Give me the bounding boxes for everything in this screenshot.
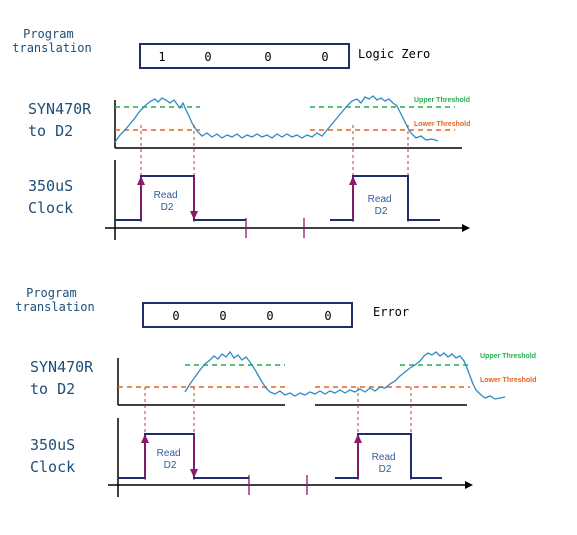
clock-waveform: [118, 433, 249, 479]
clock-axis-arrowhead: [465, 481, 473, 489]
clock-waveform: [330, 175, 440, 221]
program-translation-label: Program translation: [15, 286, 94, 314]
bit-value: 0: [219, 309, 226, 323]
clock-label: 350uS Clock: [30, 436, 84, 476]
signal-label-line-1: SYN470R: [30, 358, 94, 376]
arrow-down-icon: [190, 211, 198, 220]
clock-waveform: [115, 175, 246, 221]
arrow-up-icon: [137, 176, 145, 185]
read-d2-label: Read D2: [157, 448, 184, 471]
program-label-line-1: Program: [26, 286, 77, 300]
clock-waveform: [335, 433, 442, 479]
program-label-line-2: translation: [12, 41, 91, 55]
read-label-line-1: Read: [372, 452, 396, 463]
read-label-line-2: D2: [161, 202, 174, 213]
read-label-line-2: D2: [375, 206, 388, 217]
upper-threshold-label: Upper Threshold: [414, 97, 470, 104]
read-d2-label: Read D2: [368, 194, 395, 217]
rf-signal-trace: [114, 95, 439, 143]
read-label-line-1: Read: [157, 448, 181, 459]
bit-value: 0: [204, 50, 211, 64]
bit-sequence-box: [139, 43, 350, 69]
lower-threshold-label: Lower Threshold: [414, 121, 470, 128]
program-translation-label: Program translation: [12, 27, 91, 55]
clock-label-line-1: 350uS: [28, 177, 73, 195]
read-d2-label: Read D2: [154, 190, 181, 213]
signal-label-line-2: to D2: [28, 122, 73, 140]
signal-label-line-1: SYN470R: [28, 100, 92, 118]
signal-label: SYN470R to D2: [30, 358, 102, 398]
program-label-line-2: translation: [15, 300, 94, 314]
bit-value: 0: [172, 309, 179, 323]
read-label-line-1: Read: [368, 194, 392, 205]
bit-value: 0: [321, 50, 328, 64]
result-label: Error: [373, 305, 409, 319]
arrow-up-icon: [349, 176, 357, 185]
lower-threshold-label: Lower Threshold: [480, 377, 536, 384]
arrow-up-icon: [354, 434, 362, 443]
panel-logic-zero: Program translation 1 0 0 0 Logic Zero S…: [12, 27, 470, 240]
rf-signal-trace: [184, 350, 506, 400]
bit-value: 0: [266, 309, 273, 323]
bit-value: 1: [158, 50, 165, 64]
arrow-down-icon: [190, 469, 198, 478]
read-label-line-2: D2: [379, 464, 392, 475]
clock-label-line-2: Clock: [28, 199, 73, 217]
program-label-line-1: Program: [23, 27, 74, 41]
clock-label-line-2: Clock: [30, 458, 75, 476]
bit-value: 0: [264, 50, 271, 64]
read-label-line-1: Read: [154, 190, 178, 201]
result-label: Logic Zero: [358, 47, 430, 61]
read-label-line-2: D2: [164, 460, 177, 471]
bit-value: 0: [324, 309, 331, 323]
clock-label: 350uS Clock: [28, 177, 82, 217]
signal-label: SYN470R to D2: [28, 100, 100, 140]
panel-error: Program translation 0 0 0 0 Error SYN470…: [15, 286, 536, 497]
clock-label-line-1: 350uS: [30, 436, 75, 454]
signal-label-line-2: to D2: [30, 380, 75, 398]
clock-axis-arrowhead: [462, 224, 470, 232]
read-d2-label: Read D2: [372, 452, 399, 475]
arrow-up-icon: [141, 434, 149, 443]
upper-threshold-label: Upper Threshold: [480, 353, 536, 360]
bit-sequence-box: [142, 302, 353, 328]
